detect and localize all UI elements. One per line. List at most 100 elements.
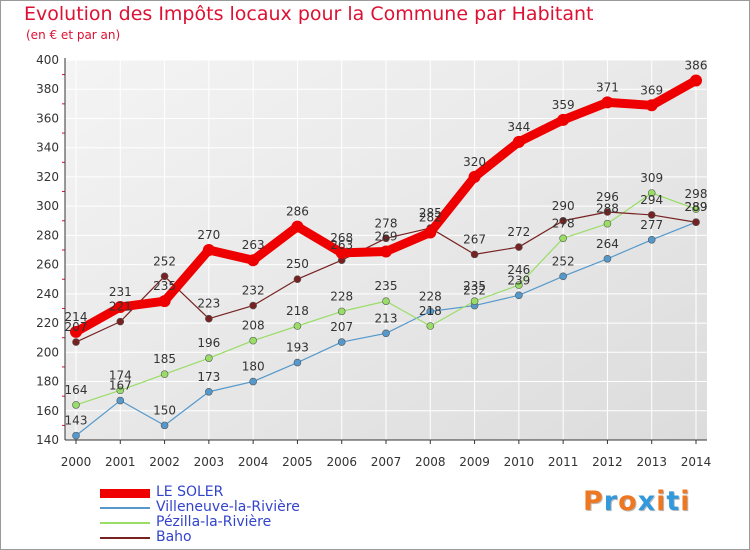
data-point bbox=[470, 250, 479, 259]
data-label: 208 bbox=[242, 319, 265, 333]
data-label: 167 bbox=[109, 379, 132, 393]
data-label: 223 bbox=[197, 297, 220, 311]
y-tick-label: 360 bbox=[36, 111, 59, 125]
data-label: 289 bbox=[685, 200, 708, 214]
data-point bbox=[382, 234, 390, 243]
data-point bbox=[692, 218, 700, 227]
data-label: 296 bbox=[596, 190, 619, 204]
data-point bbox=[690, 74, 702, 87]
data-point bbox=[603, 254, 612, 263]
data-point bbox=[337, 338, 346, 346]
data-label: 235 bbox=[463, 279, 486, 293]
data-point bbox=[559, 234, 567, 243]
legend-swatch bbox=[100, 522, 150, 524]
legend-label: LE SOLER bbox=[156, 484, 224, 500]
x-tick-label: 2007 bbox=[371, 455, 402, 469]
data-point bbox=[160, 421, 169, 430]
data-label: 150 bbox=[153, 403, 176, 417]
data-point bbox=[647, 211, 656, 219]
data-label: 235 bbox=[153, 279, 176, 293]
data-label: 228 bbox=[419, 289, 442, 303]
logo-letter: o bbox=[618, 486, 638, 517]
y-tick-label: 380 bbox=[36, 82, 59, 96]
y-tick-label: 280 bbox=[36, 228, 59, 242]
data-label: 218 bbox=[419, 304, 442, 318]
data-label: 264 bbox=[596, 237, 619, 251]
data-label: 232 bbox=[463, 284, 486, 298]
data-point bbox=[692, 205, 700, 213]
data-point bbox=[426, 307, 435, 316]
data-point bbox=[382, 329, 390, 338]
legend-label: Baho bbox=[156, 529, 192, 545]
data-label: 369 bbox=[640, 83, 663, 97]
y-tick-label: 260 bbox=[36, 258, 59, 272]
data-point bbox=[468, 170, 481, 183]
data-point bbox=[205, 354, 213, 362]
x-tick-label: 2011 bbox=[548, 455, 579, 469]
data-label: 278 bbox=[375, 216, 398, 230]
y-tick-label: 200 bbox=[36, 345, 59, 359]
data-label: 263 bbox=[242, 238, 265, 252]
data-label: 250 bbox=[286, 257, 309, 271]
legend-swatch bbox=[100, 537, 150, 539]
data-point bbox=[426, 322, 435, 330]
x-tick-label: 2009 bbox=[459, 455, 490, 469]
data-point bbox=[647, 235, 656, 244]
data-label: 252 bbox=[153, 254, 176, 268]
x-tick-label: 2008 bbox=[415, 455, 446, 469]
data-label: 196 bbox=[197, 336, 220, 350]
data-label: 289 bbox=[685, 200, 708, 214]
x-tick-label: 2002 bbox=[149, 455, 180, 469]
data-label: 207 bbox=[65, 320, 88, 334]
logo-letter: t bbox=[666, 486, 681, 517]
logo-letter: x bbox=[637, 486, 657, 517]
data-point bbox=[116, 396, 125, 405]
data-point bbox=[293, 358, 302, 367]
data-label: 207 bbox=[330, 320, 353, 334]
y-tick-label: 300 bbox=[36, 199, 59, 213]
data-label: 228 bbox=[330, 289, 353, 303]
logo-letter: i bbox=[680, 486, 691, 517]
data-label: 267 bbox=[463, 232, 486, 246]
data-point bbox=[557, 113, 570, 126]
data-point bbox=[515, 291, 523, 300]
data-point bbox=[249, 301, 257, 310]
x-tick-label: 2000 bbox=[61, 455, 92, 469]
data-point bbox=[380, 245, 392, 258]
logo-letter: i bbox=[656, 486, 667, 517]
data-point bbox=[515, 281, 523, 289]
data-label: 218 bbox=[286, 304, 309, 318]
data-label: 269 bbox=[375, 229, 398, 243]
data-label: 180 bbox=[242, 360, 265, 374]
data-point bbox=[293, 322, 302, 330]
data-label: 221 bbox=[109, 300, 132, 314]
data-point bbox=[72, 401, 80, 409]
data-point bbox=[205, 387, 213, 396]
line-chart: 140 160 180 200 220 240 260 280 300 320 340 360 380 4… bbox=[36, 53, 711, 469]
data-label: 232 bbox=[242, 284, 265, 298]
logo-letter: P bbox=[583, 486, 604, 517]
data-label: 277 bbox=[640, 218, 663, 232]
legend-label: Pézilla-la-Rivière bbox=[156, 514, 272, 530]
data-point bbox=[470, 297, 479, 305]
data-label: 231 bbox=[109, 285, 132, 299]
data-label: 193 bbox=[286, 341, 309, 355]
legend-swatch bbox=[100, 507, 150, 509]
data-point bbox=[114, 301, 127, 313]
data-point bbox=[559, 272, 567, 281]
legend-label: Villeneuve-la-Rivière bbox=[156, 499, 300, 515]
chart-subtitle: (en € et par an) bbox=[26, 28, 121, 42]
data-point bbox=[382, 297, 390, 305]
data-label: 174 bbox=[109, 368, 132, 382]
data-label: 239 bbox=[507, 273, 530, 287]
data-label: 290 bbox=[552, 199, 575, 213]
x-tick-label: 2003 bbox=[194, 455, 225, 469]
y-tick-label: 140 bbox=[36, 433, 59, 447]
data-label: 309 bbox=[640, 171, 663, 185]
data-label: 344 bbox=[507, 120, 530, 134]
x-tick-label: 2004 bbox=[238, 455, 269, 469]
data-label: 386 bbox=[685, 58, 708, 72]
data-point bbox=[247, 254, 260, 267]
data-label: 294 bbox=[640, 193, 663, 207]
data-point bbox=[72, 431, 80, 440]
